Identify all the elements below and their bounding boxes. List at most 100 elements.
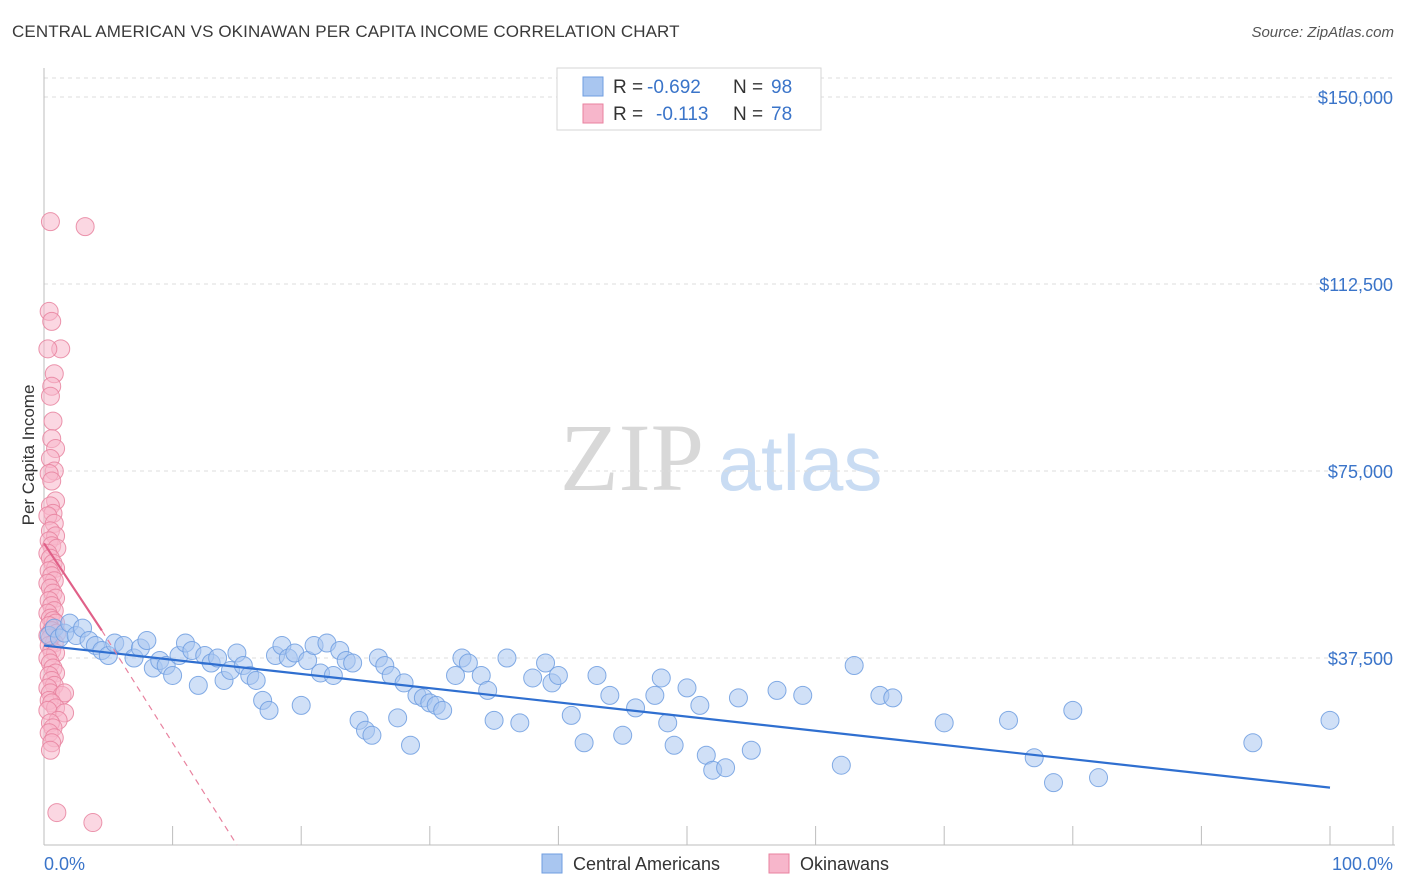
data-point-central: [433, 700, 453, 720]
bottom-legend-label-central: Central Americans: [573, 854, 720, 874]
data-point-central: [741, 740, 761, 760]
data-point-okinawan: [75, 217, 95, 237]
data-point-central: [388, 708, 408, 728]
data-point-okinawan: [40, 212, 60, 232]
legend-r-value-okinawan: -0.113: [656, 104, 708, 125]
data-point-central: [1024, 748, 1044, 768]
data-point-okinawan: [47, 803, 67, 823]
data-point-central: [291, 695, 311, 715]
data-point-central: [651, 668, 671, 688]
data-point-central: [343, 653, 363, 673]
data-point-central: [574, 733, 594, 753]
data-point-okinawan: [55, 683, 75, 703]
legend-n-label-okinawan: N =: [733, 104, 763, 125]
gridlines: [44, 77, 1395, 659]
data-point-central: [394, 673, 414, 693]
data-point-central: [484, 710, 504, 730]
data-point-central: [716, 758, 736, 778]
x-tick-labels: 0.0% 100.0%: [44, 854, 1393, 874]
chart-source: Source: ZipAtlas.com: [1251, 24, 1394, 41]
data-point-central: [831, 755, 851, 775]
legend-n-label-central: N =: [733, 77, 763, 98]
data-point-central: [844, 655, 864, 675]
data-point-central: [401, 735, 421, 755]
data-point-central: [510, 713, 530, 733]
bottom-legend-swatch-okinawan: [768, 853, 790, 874]
watermark-zip: ZIP: [560, 404, 704, 511]
trend-line-central: [43, 644, 1331, 789]
trend-line-okinawan-extension: [101, 630, 238, 846]
legend-r-label-okinawan: R =: [613, 104, 643, 125]
watermark: ZIP atlas: [560, 404, 882, 511]
data-point-okinawan: [83, 813, 103, 833]
legend-r-label-central: R =: [613, 77, 643, 98]
data-point-central: [999, 710, 1018, 730]
y-tick-labels: $37,500 $75,000 $112,500 $150,000: [1318, 88, 1393, 669]
data-point-central: [1089, 768, 1109, 788]
y-tick-label: $37,500: [1328, 649, 1393, 669]
watermark-atlas: atlas: [718, 419, 883, 507]
legend-r-value-central: -0.692: [647, 77, 701, 98]
data-point-central: [626, 698, 646, 718]
data-point-central: [362, 725, 382, 745]
data-point-central: [246, 670, 266, 690]
data-point-central: [767, 680, 787, 700]
data-point-central: [600, 685, 620, 705]
data-point-central: [587, 665, 607, 685]
data-point-central: [1320, 710, 1340, 730]
trend-line-okinawan: [43, 542, 103, 632]
series-okinawans: [38, 212, 103, 833]
series-central-americans: [39, 613, 1340, 793]
points-layer: [38, 212, 1340, 833]
data-point-central: [497, 648, 517, 668]
data-point-central: [677, 678, 697, 698]
data-point-central: [446, 665, 466, 685]
data-point-central: [664, 735, 684, 755]
data-point-okinawan: [38, 339, 58, 359]
data-point-central: [163, 665, 183, 685]
data-point-central: [188, 675, 208, 695]
data-point-central: [1063, 700, 1083, 720]
data-point-central: [690, 695, 710, 715]
data-point-central: [561, 705, 581, 725]
legend-n-value-central: 98: [771, 77, 792, 98]
data-point-central: [658, 713, 678, 733]
y-axis-label: Per Capita Income: [19, 385, 38, 526]
data-point-central: [548, 665, 568, 685]
data-point-central: [259, 700, 279, 720]
data-point-okinawan: [43, 411, 63, 431]
x-tick-label: 100.0%: [1332, 854, 1393, 874]
y-tick-label: $75,000: [1328, 462, 1393, 482]
data-point-central: [536, 653, 556, 673]
data-point-central: [478, 680, 498, 700]
axes: [43, 68, 1395, 846]
data-point-okinawan: [40, 740, 60, 760]
legend-top: R = -0.692 N = 98 R = -0.113 N = 78: [556, 67, 822, 131]
data-point-central: [323, 665, 343, 685]
data-point-central: [645, 685, 665, 705]
legend-n-value-okinawan: 78: [771, 104, 792, 125]
data-point-central: [458, 653, 478, 673]
data-point-okinawan: [42, 311, 62, 331]
bottom-legend-label-okinawan: Okinawans: [800, 854, 889, 874]
y-tick-label: $150,000: [1318, 88, 1393, 108]
data-point-central: [613, 725, 633, 745]
data-point-central: [883, 688, 903, 708]
legend-swatch-central: [582, 76, 604, 97]
data-point-okinawan: [40, 386, 60, 406]
legend-bottom: Central Americans Okinawans: [541, 853, 889, 874]
data-point-okinawan: [42, 471, 62, 491]
chart-title: CENTRAL AMERICAN VS OKINAWAN PER CAPITA …: [12, 22, 680, 41]
data-point-central: [1243, 733, 1263, 753]
data-point-central: [1044, 773, 1064, 793]
y-tick-label: $112,500: [1319, 275, 1393, 295]
data-point-central: [934, 713, 954, 733]
data-point-central: [728, 688, 748, 708]
data-point-central: [793, 685, 813, 705]
data-point-central: [523, 668, 543, 688]
legend-swatch-okinawan: [582, 103, 604, 124]
data-point-central: [137, 631, 157, 651]
trend-lines: [43, 542, 1331, 846]
bottom-legend-swatch-central: [541, 853, 563, 874]
